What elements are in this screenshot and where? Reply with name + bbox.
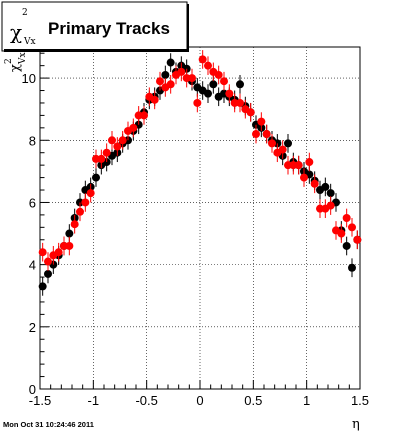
data-point: [188, 74, 196, 83]
x-tick-label: -1.5: [29, 393, 51, 408]
title-symbol: χ: [10, 20, 22, 44]
title-symbol-sup: 2: [22, 8, 28, 18]
data-point: [305, 158, 314, 167]
data-point: [342, 241, 351, 250]
data-point: [44, 269, 52, 278]
y-tick-label: 10: [22, 71, 36, 86]
data-point: [342, 214, 351, 222]
data-point: [156, 77, 164, 86]
data-point: [214, 70, 223, 79]
data-point: [198, 55, 207, 64]
data-point: [70, 220, 79, 229]
y-axis-label-sup: 2: [4, 58, 14, 64]
grid: [40, 47, 360, 389]
timestamp: Mon Oct 31 10:24:46 2011: [3, 420, 94, 429]
data-point: [236, 98, 244, 107]
data-point: [321, 182, 330, 191]
data-point: [65, 241, 74, 250]
axis-ticks: [39, 52, 361, 390]
data-point: [300, 173, 308, 182]
y-tick-label: 8: [29, 133, 36, 148]
series-0: [38, 53, 362, 296]
data-point: [294, 161, 303, 170]
data-point: [140, 111, 148, 120]
series-1: [38, 50, 362, 271]
title-symbol-sub: Vx: [23, 37, 36, 47]
title-box: χ 2 Vx Primary Tracks: [1, 1, 189, 52]
y-axis-title: χ 2 Vx: [4, 52, 28, 72]
y-axis-label-sub: Vx: [18, 52, 28, 65]
data-points: [38, 50, 362, 296]
data-point: [129, 123, 138, 132]
data-point: [150, 95, 159, 104]
data-point: [209, 80, 218, 89]
x-tick-label: 1: [303, 393, 310, 408]
data-point: [220, 77, 228, 86]
data-point: [76, 207, 84, 216]
data-point: [204, 89, 212, 98]
x-tick-label: 0.5: [244, 393, 262, 408]
data-point: [348, 223, 356, 232]
y-tick-label: 0: [29, 382, 36, 397]
title-box-shadow-bottom: [4, 49, 189, 52]
data-point: [268, 139, 276, 148]
title-box-shadow-right: [187, 4, 189, 52]
data-point: [353, 235, 362, 244]
data-point: [262, 130, 271, 139]
y-tick-label: 6: [29, 195, 36, 210]
y-tick-label: 4: [29, 258, 36, 273]
data-point: [102, 148, 111, 157]
data-point: [326, 189, 335, 198]
data-point: [108, 136, 116, 145]
data-point: [44, 257, 52, 266]
data-point: [204, 61, 212, 70]
data-point: [310, 179, 319, 188]
data-point: [257, 117, 266, 126]
x-axis-label: η: [352, 417, 360, 432]
data-point: [252, 130, 260, 139]
data-point: [166, 80, 175, 89]
data-point: [236, 80, 244, 89]
data-point: [337, 229, 346, 238]
data-point: [348, 263, 356, 272]
data-point: [81, 198, 90, 207]
data-point: [86, 189, 95, 198]
x-tick-label: 0: [196, 393, 203, 408]
data-point: [118, 136, 127, 145]
x-tick-labels: -1.5 -1 -0.5 0 0.5 1 1.5: [29, 393, 369, 408]
x-tick-label: 1.5: [351, 393, 369, 408]
data-point: [166, 58, 175, 67]
y-tick-label: 2: [29, 320, 36, 335]
data-point: [278, 145, 287, 154]
data-point: [177, 67, 186, 76]
y-axis-label: χ: [8, 64, 23, 72]
data-point: [97, 154, 106, 163]
data-point: [113, 142, 122, 151]
data-point: [284, 139, 292, 148]
data-point: [38, 282, 47, 291]
data-point: [326, 201, 335, 210]
data-point: [54, 248, 63, 257]
x-tick-label: -1: [88, 393, 100, 408]
data-point: [65, 229, 74, 238]
chart-title: Primary Tracks: [48, 19, 170, 38]
data-point: [246, 108, 255, 117]
data-point: [38, 248, 47, 257]
y-tick-labels: 0 2 4 6 8 10: [22, 71, 36, 397]
data-point: [225, 89, 234, 98]
x-tick-label: -0.5: [135, 393, 157, 408]
data-point: [193, 98, 202, 107]
data-point: [92, 173, 100, 182]
data-point: [161, 70, 170, 79]
